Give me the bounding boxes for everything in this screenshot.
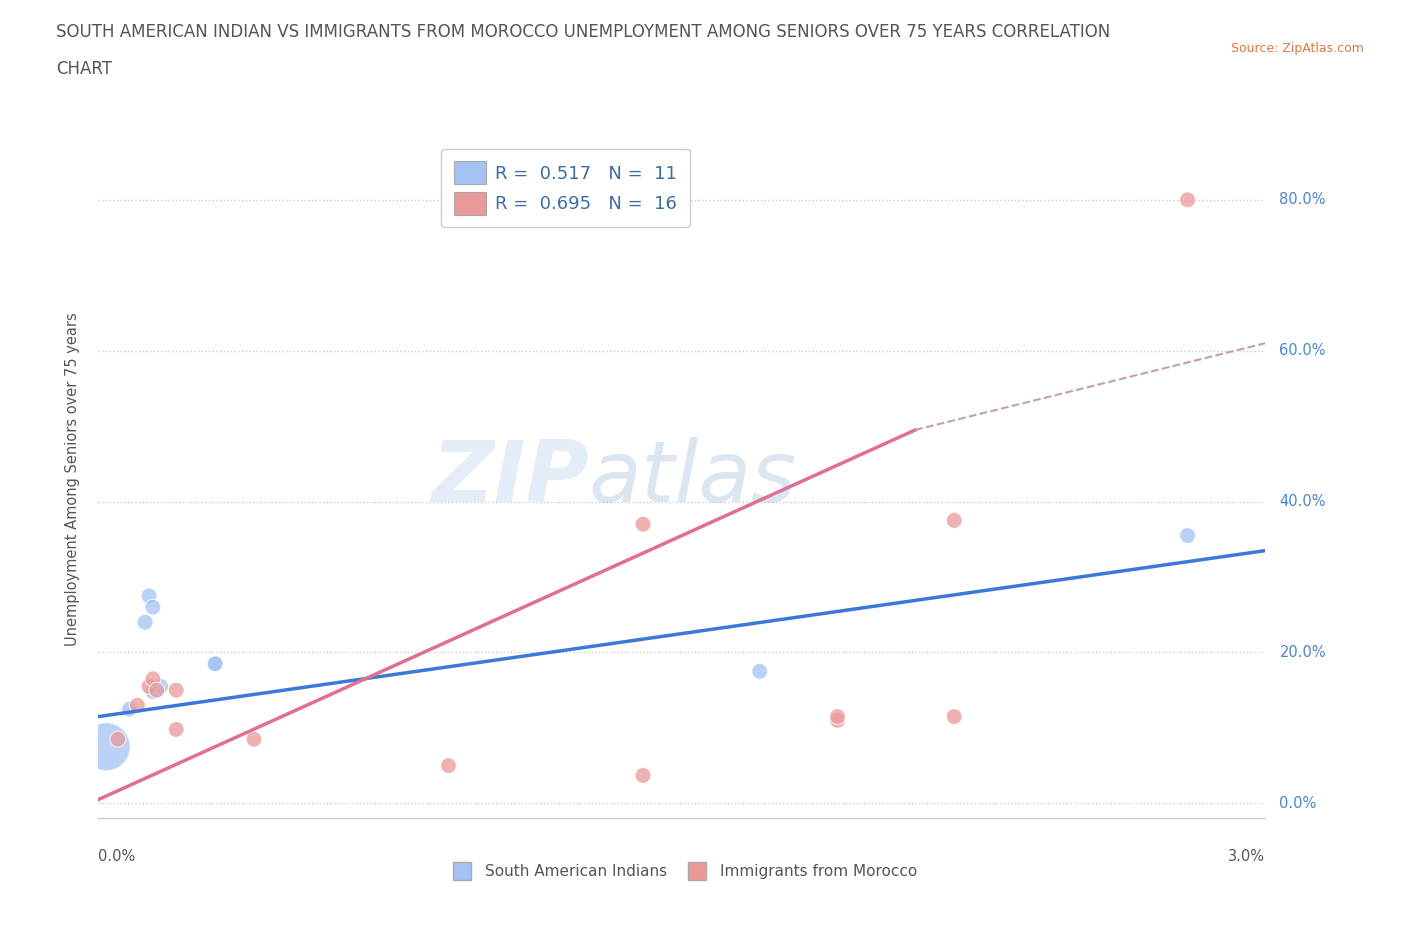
Point — [631, 768, 654, 783]
Point — [146, 683, 169, 698]
Text: CHART: CHART — [56, 60, 112, 78]
Point — [138, 679, 160, 694]
Point — [1177, 193, 1199, 207]
Text: 60.0%: 60.0% — [1279, 343, 1326, 358]
Point — [138, 589, 160, 604]
Point — [96, 739, 118, 754]
Point — [943, 709, 966, 724]
Point — [142, 671, 165, 686]
Text: 3.0%: 3.0% — [1229, 849, 1265, 864]
Text: 0.0%: 0.0% — [98, 849, 135, 864]
Point — [165, 722, 187, 737]
Point — [127, 698, 149, 712]
Text: atlas: atlas — [589, 437, 797, 521]
Point — [204, 657, 226, 671]
Point — [748, 664, 770, 679]
Point — [204, 657, 226, 671]
Point — [142, 684, 165, 699]
Point — [118, 701, 141, 716]
Text: SOUTH AMERICAN INDIAN VS IMMIGRANTS FROM MOROCCO UNEMPLOYMENT AMONG SENIORS OVER: SOUTH AMERICAN INDIAN VS IMMIGRANTS FROM… — [56, 23, 1111, 41]
Point — [107, 732, 129, 747]
Text: 20.0%: 20.0% — [1279, 644, 1326, 660]
Point — [1177, 528, 1199, 543]
Text: 40.0%: 40.0% — [1279, 494, 1326, 509]
Y-axis label: Unemployment Among Seniors over 75 years: Unemployment Among Seniors over 75 years — [65, 312, 80, 645]
Text: Source: ZipAtlas.com: Source: ZipAtlas.com — [1230, 42, 1364, 55]
Text: 80.0%: 80.0% — [1279, 193, 1326, 207]
Point — [943, 513, 966, 528]
Text: 0.0%: 0.0% — [1279, 796, 1316, 811]
Point — [827, 709, 849, 724]
Point — [631, 517, 654, 532]
Point — [165, 683, 187, 698]
Point — [149, 679, 172, 694]
Point — [134, 615, 156, 630]
Point — [827, 713, 849, 728]
Point — [243, 732, 266, 747]
Legend: South American Indians, Immigrants from Morocco: South American Indians, Immigrants from … — [440, 858, 924, 885]
Point — [142, 600, 165, 615]
Text: ZIP: ZIP — [430, 437, 589, 521]
Point — [437, 758, 460, 773]
